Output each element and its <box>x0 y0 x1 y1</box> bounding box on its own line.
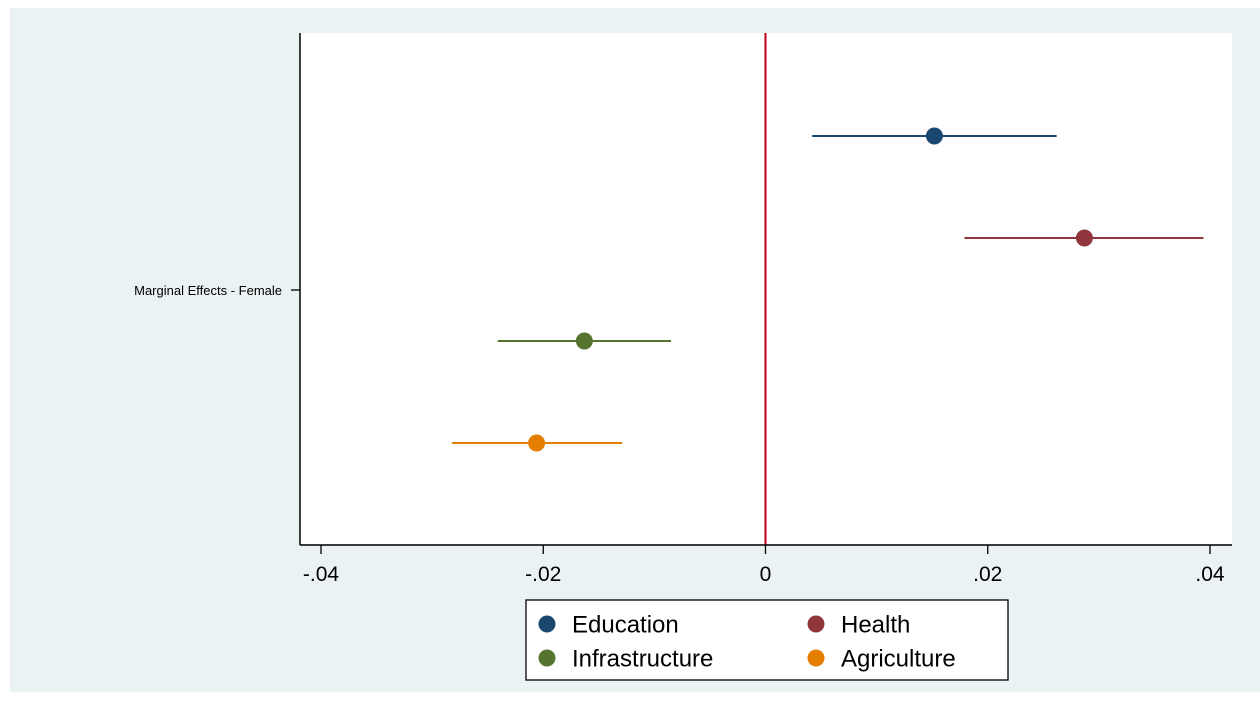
x-tick-label: .04 <box>1195 563 1225 586</box>
legend-label-health: Health <box>841 612 910 639</box>
legend-label-infrastructure: Infrastructure <box>572 646 713 673</box>
agriculture-point <box>528 434 546 452</box>
infrastructure-point <box>575 332 593 350</box>
legend-items: Education Health Infrastructure Agriculture <box>538 612 956 673</box>
health-point <box>1075 229 1093 247</box>
legend-marker-infrastructure <box>538 649 556 667</box>
y-axis-category-label: Marginal Effects - Female <box>134 283 282 298</box>
x-tick-label: -.02 <box>525 563 561 586</box>
x-tick-label: -.04 <box>303 563 340 586</box>
x-tick-label: 0 <box>760 563 772 586</box>
x-axis-ticks: -.04 -.02 0 .02 .04 <box>303 545 1225 586</box>
education-point <box>925 127 943 145</box>
x-tick-label: .02 <box>973 563 1002 586</box>
legend: Education Health Infrastructure Agriculture <box>525 599 1009 681</box>
legend-marker-agriculture <box>807 649 825 667</box>
legend-marker-health <box>807 615 825 633</box>
legend-label-education: Education <box>572 612 679 639</box>
legend-box <box>525 599 1009 681</box>
chart-marks <box>452 33 1204 545</box>
legend-marker-education <box>538 615 556 633</box>
legend-label-agriculture: Agriculture <box>841 646 956 673</box>
